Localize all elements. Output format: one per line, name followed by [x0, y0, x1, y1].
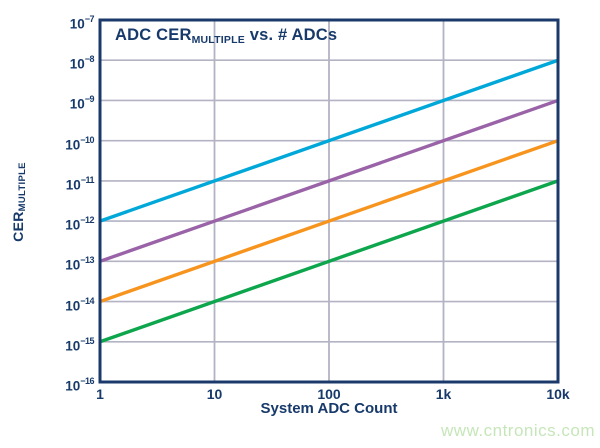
x-tick-label: 10 [206, 386, 223, 402]
y-axis-title: CERMULTIPLE [10, 122, 28, 282]
y-tick-label: 10−11 [65, 174, 95, 193]
series-line-cer-1e-12-per-adc [99, 58, 559, 223]
y-tick-label: 10−7 [69, 14, 95, 32]
y-axis-title-prefix: CER [10, 211, 26, 242]
watermark: www.cntronics.com [441, 421, 595, 440]
y-tick-label: 10−10 [65, 134, 94, 153]
y-tick-label: 10−16 [65, 376, 94, 394]
y-axis-title-subscript: MULTIPLE [17, 162, 28, 212]
y-tick-label: 10−14 [65, 295, 94, 314]
y-tick-label: 10−12 [65, 215, 94, 233]
chart-title-suffix: vs. # ADCs [244, 26, 338, 44]
x-tick-label: 1 [96, 386, 104, 402]
x-axis-title: System ADC Count [260, 400, 398, 417]
series-line-cer-1e-15-per-adc [99, 179, 559, 344]
chart-title-prefix: ADC CER [115, 26, 192, 44]
plot-border [98, 18, 560, 384]
y-tick-label: 10−9 [69, 94, 95, 112]
chart-title: ADC CERMULTIPLE vs. # ADCs [115, 26, 338, 46]
chart-title-subscript: MULTIPLE [191, 34, 245, 46]
series-line-cer-1e-13-per-adc [99, 98, 559, 263]
x-tick-label: 1k [435, 386, 452, 402]
x-tick-label: 10k [546, 386, 570, 402]
x-tick-label: 100 [317, 386, 341, 402]
y-tick-label: 10−8 [69, 54, 95, 72]
series-line-cer-1e-14-per-adc [99, 139, 559, 304]
y-tick-label: 10−15 [65, 335, 94, 354]
y-tick-label: 10−13 [65, 255, 94, 273]
